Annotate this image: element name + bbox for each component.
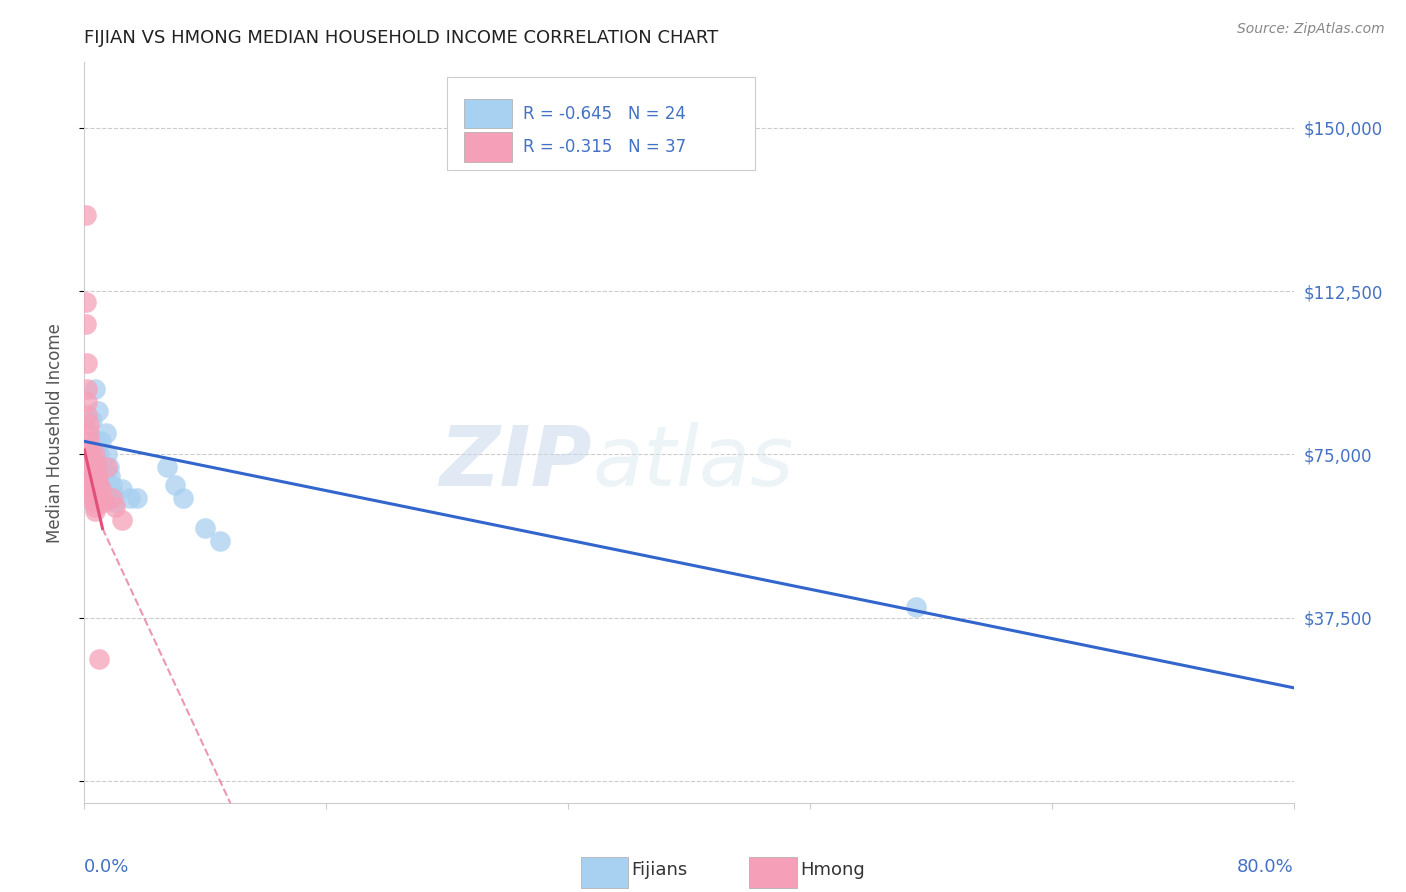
Point	[80, 474, 103, 488]
Point	[127, 491, 149, 505]
Point	[79, 456, 101, 470]
Text: R = -0.645   N = 24: R = -0.645 N = 24	[523, 104, 686, 122]
Point	[82, 486, 104, 500]
Point	[86, 465, 108, 479]
Point	[90, 482, 112, 496]
Point	[87, 404, 110, 418]
Point	[80, 412, 103, 426]
Text: 0.0%: 0.0%	[84, 858, 129, 876]
Point	[76, 356, 98, 370]
Point	[80, 469, 103, 483]
Y-axis label: Median Household Income: Median Household Income	[45, 323, 63, 542]
Point	[77, 425, 100, 440]
Text: FIJIAN VS HMONG MEDIAN HOUSEHOLD INCOME CORRELATION CHART: FIJIAN VS HMONG MEDIAN HOUSEHOLD INCOME …	[84, 29, 718, 47]
FancyBboxPatch shape	[447, 78, 755, 169]
Point	[94, 425, 117, 440]
Point	[82, 491, 104, 505]
Point	[100, 491, 122, 505]
Point	[80, 482, 103, 496]
Point	[79, 460, 101, 475]
Point	[96, 447, 118, 461]
Text: R = -0.315   N = 37: R = -0.315 N = 37	[523, 138, 686, 156]
Text: Fijians: Fijians	[631, 861, 688, 879]
Point	[111, 513, 134, 527]
Point	[84, 500, 107, 514]
Point	[86, 434, 108, 449]
Text: 80.0%: 80.0%	[1237, 858, 1294, 876]
Point	[76, 382, 98, 396]
Text: Hmong: Hmong	[800, 861, 865, 879]
Point	[904, 599, 927, 614]
Point	[89, 447, 111, 461]
Point	[98, 469, 121, 483]
Point	[91, 491, 114, 505]
Text: Source: ZipAtlas.com: Source: ZipAtlas.com	[1237, 22, 1385, 37]
Point	[93, 495, 115, 509]
Point	[84, 447, 107, 461]
Point	[89, 652, 111, 666]
Point	[76, 395, 98, 409]
Point	[75, 317, 97, 331]
Point	[89, 478, 111, 492]
Point	[156, 460, 179, 475]
Point	[209, 534, 232, 549]
Point	[82, 495, 104, 509]
Point	[75, 295, 97, 310]
Point	[90, 434, 112, 449]
Point	[76, 408, 98, 422]
Point	[100, 478, 122, 492]
Point	[75, 208, 97, 222]
Point	[104, 500, 127, 514]
Point	[93, 469, 115, 483]
FancyBboxPatch shape	[464, 99, 512, 128]
FancyBboxPatch shape	[464, 132, 512, 161]
Point	[84, 504, 107, 518]
Point	[96, 460, 118, 475]
Point	[97, 460, 120, 475]
Point	[77, 417, 100, 431]
Point	[165, 478, 187, 492]
Point	[80, 465, 103, 479]
Text: atlas: atlas	[592, 422, 794, 503]
Text: ZIP: ZIP	[440, 422, 592, 503]
Point	[118, 491, 141, 505]
Point	[79, 443, 101, 458]
Point	[172, 491, 194, 505]
Point	[111, 482, 134, 496]
Point	[91, 460, 114, 475]
Point	[80, 478, 103, 492]
Point	[101, 486, 124, 500]
Point	[79, 447, 101, 461]
Point	[86, 456, 108, 470]
Point	[104, 495, 127, 509]
Point	[87, 469, 110, 483]
Point	[194, 521, 217, 535]
Point	[77, 434, 100, 449]
Point	[84, 382, 107, 396]
